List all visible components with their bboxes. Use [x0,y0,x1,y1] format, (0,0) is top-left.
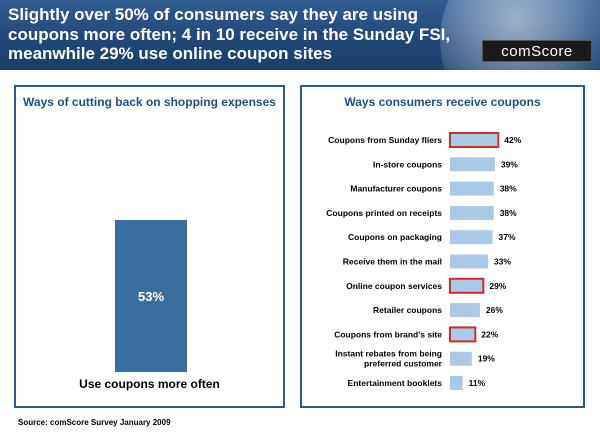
coupons-more-often-value: 53% [137,288,165,304]
category-label-3: Coupons printed on receipts [326,208,442,218]
comscore-logo: comScore [482,40,592,62]
category-label-9: Instant rebates from being preferred cust… [335,349,442,369]
source-note: Source: comScore Survey January 2009 [18,418,171,427]
value-label-10: 11% [469,378,486,388]
bar-5 [450,254,488,269]
category-label-6: Online coupon services [346,281,442,291]
header-banner: Slightly over 50% of consumers say they … [0,0,600,70]
category-label-4: Coupons on packaging [348,232,442,242]
receive-coupons-bar-chart: Coupons from Sunday fliers 42% In-store co… [326,132,522,390]
value-label-2: 38% [500,184,517,194]
value-label-1: 39% [501,159,518,169]
left-chart-title: Ways of cutting back on shopping expense… [23,95,276,109]
category-label-7: Retailer coupons [373,305,442,315]
value-label-3: 38% [500,208,517,218]
bar-7 [450,303,480,318]
bar-8 [449,326,477,343]
bar-10 [450,376,463,390]
category-label-8: Coupons from brand's site [334,329,442,339]
bar-9 [450,351,472,366]
category-label-1: In-store coupons [373,159,442,169]
receive-coupons-panel: Ways consumers receive coupons Coupons f… [300,85,585,408]
value-label-0: 42% [504,135,521,145]
value-label-5: 33% [494,257,511,267]
bar-4 [450,230,493,245]
bar-3 [450,205,494,220]
category-label-2: Manufacturer coupons [350,184,442,194]
bar-2 [450,181,494,196]
logo-text: comScore [501,42,573,60]
right-chart-title: Ways consumers receive coupons [344,95,541,109]
category-label-0: Coupons from Sunday fliers [328,135,442,145]
coupons-more-often-bar: 53% [115,220,187,372]
category-label-5: Receive them in the mail [343,257,442,267]
bar-6 [449,277,485,294]
value-label-6: 29% [489,281,506,291]
coupons-more-often-label: Use coupons more often [79,377,220,391]
bar-1 [450,157,495,172]
bar-0 [449,132,500,148]
value-label-9: 19% [478,354,495,364]
value-label-7: 26% [486,305,503,315]
value-label-4: 37% [499,232,516,242]
category-label-10: Entertainment booklets [348,378,443,388]
slide-title: Slightly over 50% of consumers say they … [8,5,451,63]
value-label-8: 22% [481,329,498,339]
cutting-back-panel: Ways of cutting back on shopping expense… [14,85,285,408]
